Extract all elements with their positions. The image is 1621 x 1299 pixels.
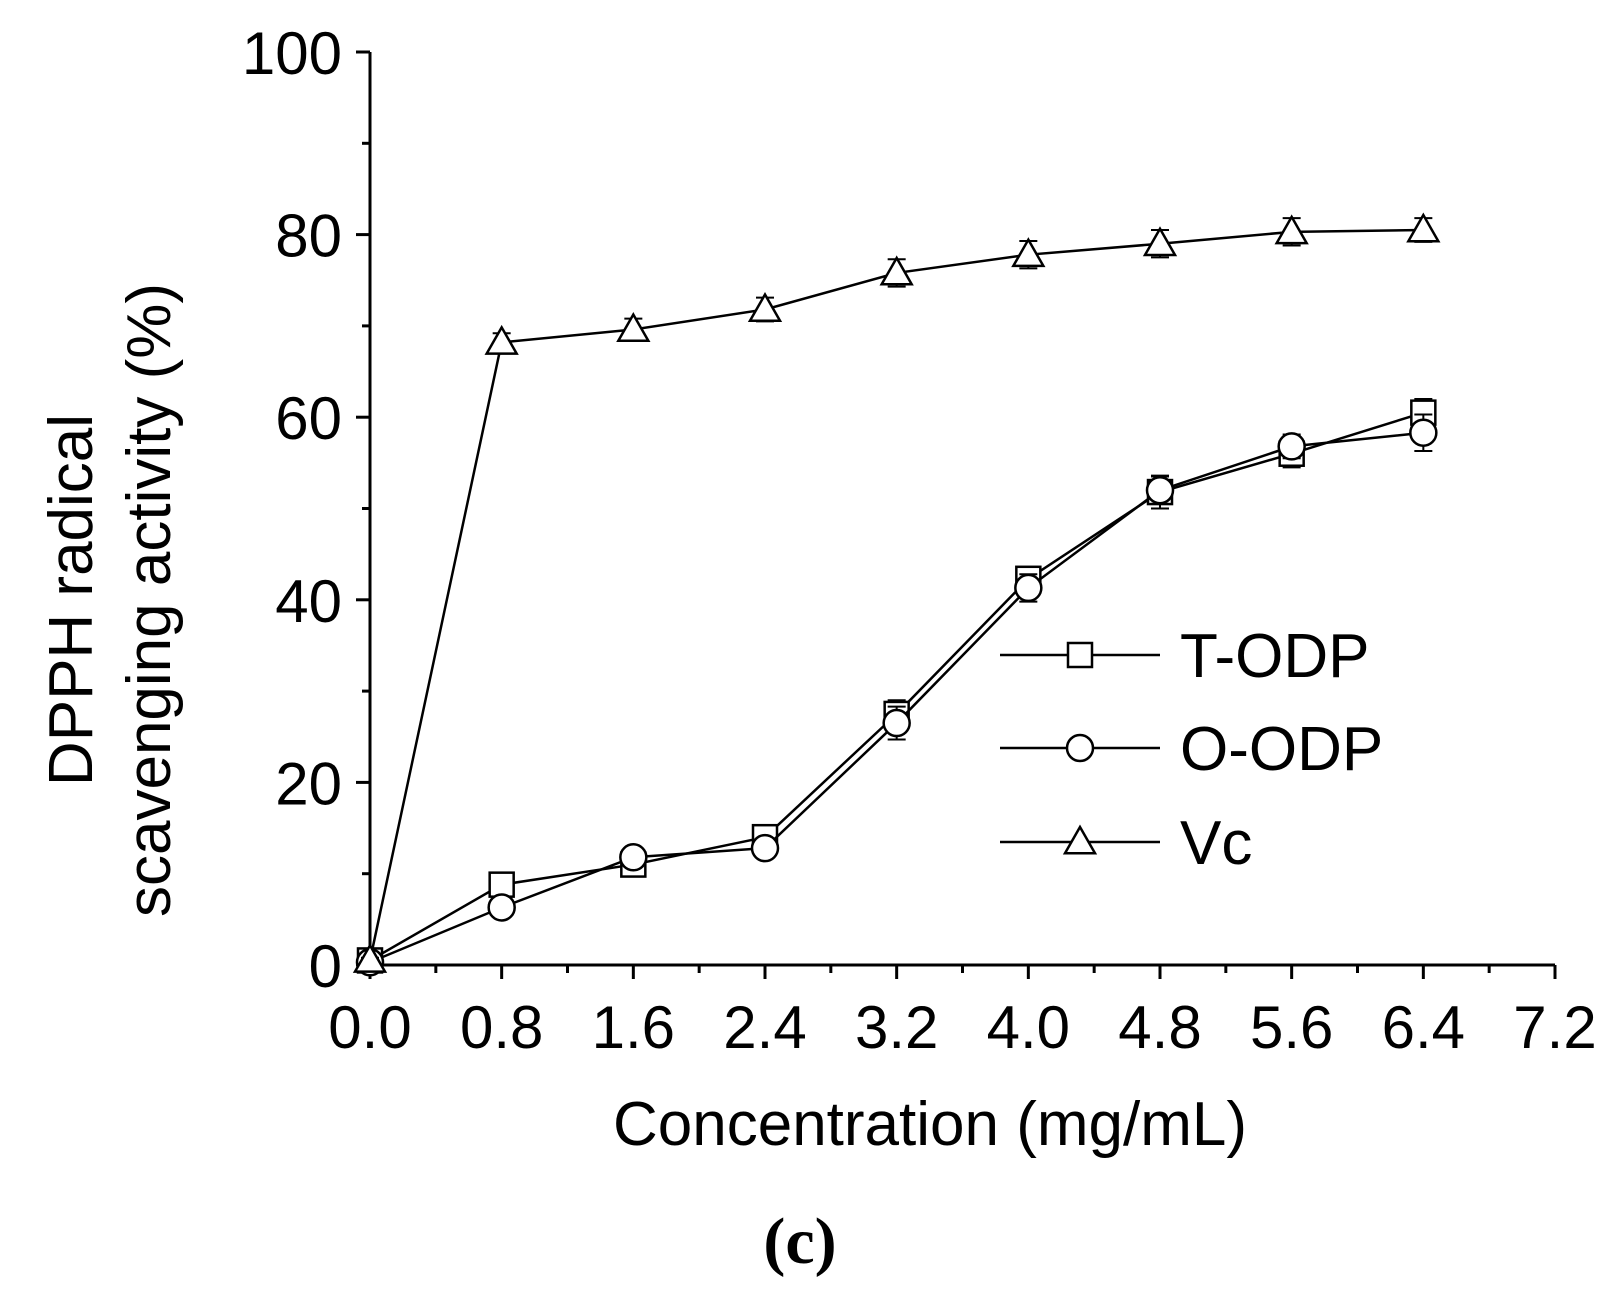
x-tick-label: 5.6 (1250, 994, 1333, 1061)
legend-item-t-odp: T-ODP (1000, 622, 1369, 691)
data-point-vc (1406, 212, 1441, 243)
x-tick-label: 4.0 (987, 994, 1070, 1061)
series-o-odp (355, 413, 1438, 977)
panel-label: (c) (763, 1205, 836, 1278)
legend-label: O-ODP (1180, 715, 1383, 784)
y-axis-title-line1: DPPH radical (37, 414, 106, 786)
data-point-o-odp (487, 893, 516, 922)
data-point-vc (1142, 226, 1178, 257)
series (352, 212, 1441, 977)
legend-item-o-odp: O-ODP (1000, 715, 1383, 784)
data-point-o-odp (1409, 418, 1438, 447)
data-point-vc (352, 942, 388, 973)
data-point-o-odp (619, 843, 648, 872)
legend-item-vc: Vc (1000, 809, 1252, 878)
x-tick-label: 0.0 (328, 994, 411, 1061)
y-tick-label: 60 (275, 385, 342, 452)
x-tick-label: 0.8 (460, 994, 543, 1061)
x-tick-label: 2.4 (723, 994, 806, 1061)
data-point-vc (616, 312, 651, 343)
y-tick-label: 20 (275, 750, 342, 817)
data-point-o-odp (1277, 432, 1306, 461)
legend-label: T-ODP (1180, 622, 1369, 691)
x-tick-label: 4.8 (1118, 994, 1201, 1061)
y-axis-title: DPPH radical scavenging activity (%) (37, 283, 184, 917)
y-tick-label: 80 (275, 203, 342, 270)
y-tick-label: 40 (275, 568, 342, 635)
series-line-vc (368, 228, 1424, 961)
data-point-t-odp (488, 871, 515, 898)
data-point-vc (484, 324, 519, 355)
data-point-o-odp (1145, 475, 1175, 505)
series-line-o-odp (369, 431, 1424, 964)
data-point-vc (1274, 214, 1309, 245)
series-vc (352, 212, 1441, 973)
y-tick-label: 0 (309, 933, 342, 1000)
legend-marker-circle (1065, 733, 1095, 763)
x-tick-label: 3.2 (855, 994, 938, 1061)
legend: T-ODP O-ODP Vc (1000, 622, 1383, 878)
legend-marker-triangle (1062, 824, 1098, 855)
x-axis-title: Concentration (mg/mL) (613, 1090, 1247, 1159)
legend-marker-square (1066, 641, 1094, 669)
x-tick-label: 6.4 (1382, 994, 1465, 1061)
data-point-vc (1011, 237, 1046, 268)
data-point-o-odp (1014, 573, 1043, 603)
data-point-vc (747, 291, 783, 322)
legend-label: Vc (1180, 809, 1252, 878)
data-point-t-odp (1410, 399, 1437, 426)
ticks: 0.0 0.8 1.6 2.4 3.2 4.0 4.8 5.6 6.4 7.2 0 20 40 60 80 1… (242, 20, 1597, 1061)
data-point-o-odp (882, 708, 911, 738)
x-tick-label: 7.2 (1513, 994, 1596, 1061)
data-point-vc (879, 255, 914, 286)
axes (368, 52, 1555, 967)
y-axis-title-line2: scavenging activity (%) (115, 283, 184, 917)
x-tick-label: 1.6 (592, 994, 675, 1061)
y-tick-label: 100 (242, 20, 342, 87)
data-point-o-odp (750, 833, 780, 863)
